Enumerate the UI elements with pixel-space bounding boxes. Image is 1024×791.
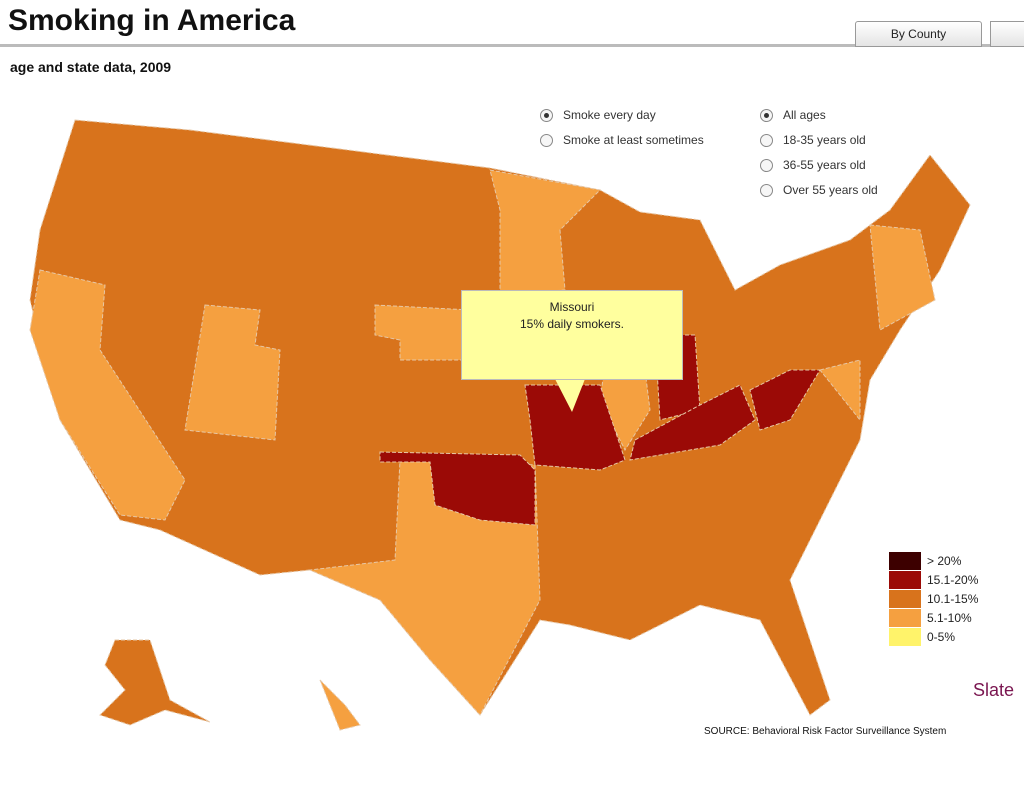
legend-swatch — [889, 590, 921, 608]
legend-swatch — [889, 571, 921, 589]
alaska — [99, 639, 211, 726]
tooltip: Missouri 15% daily smokers. — [461, 290, 683, 380]
legend-item: 5.1-10% — [889, 609, 972, 627]
radio-dot — [764, 112, 769, 118]
state-light — [29, 269, 186, 521]
radio-circle[interactable] — [760, 133, 773, 147]
radio-option[interactable]: Smoke every day — [540, 108, 656, 122]
radio-option[interactable]: 18-35 years old — [760, 133, 866, 147]
radio-option[interactable]: 36-55 years old — [760, 158, 866, 172]
subtitle: age and state data, 2009 — [10, 59, 172, 75]
legend-item: > 20% — [889, 552, 961, 570]
legend-item: 0-5% — [889, 628, 955, 646]
state-dark — [629, 384, 756, 461]
radio-circle[interactable] — [760, 158, 773, 172]
legend-item: 10.1-15% — [889, 590, 978, 608]
title: Smoking in America — [8, 4, 296, 37]
brand: Slate — [973, 680, 1015, 700]
state-dark — [524, 384, 626, 471]
radio-label[interactable]: Over 55 years old — [783, 183, 878, 197]
state-dark — [749, 369, 821, 431]
divider — [0, 44, 1024, 47]
tab-button[interactable] — [990, 21, 1024, 47]
hawaii — [319, 679, 361, 731]
radio-circle[interactable] — [760, 183, 773, 197]
legend-label: > 20% — [927, 554, 962, 568]
radio-option[interactable]: All ages — [760, 108, 826, 122]
legend-swatch — [889, 609, 921, 627]
legend-item: 15.1-20% — [889, 571, 978, 589]
radio-option[interactable]: Over 55 years old — [760, 183, 878, 197]
by-county-button[interactable]: By County — [855, 21, 982, 47]
radio-option[interactable]: Smoke at least sometimes — [540, 133, 704, 147]
radio-circle[interactable] — [540, 108, 553, 122]
tooltip-text: 15% daily smokers. — [519, 317, 625, 331]
radio-label[interactable]: Smoke at least sometimes — [563, 133, 704, 147]
legend-swatch — [889, 628, 921, 646]
us-mainland — [29, 119, 971, 716]
legend-label: 5.1-10% — [927, 611, 972, 625]
state-light — [374, 304, 481, 361]
state-dark — [379, 451, 536, 526]
legend-label: 15.1-20% — [927, 573, 979, 587]
legend-label: 0-5% — [927, 630, 956, 644]
radio-label[interactable]: 18-35 years old — [783, 133, 866, 147]
radio-circle[interactable] — [760, 108, 773, 122]
radio-label[interactable]: Smoke every day — [563, 108, 656, 122]
legend-swatch — [889, 552, 921, 570]
radio-circle[interactable] — [540, 133, 553, 147]
tooltip-state: Missouri — [549, 300, 595, 314]
state-light — [869, 224, 936, 331]
state-light — [184, 304, 281, 441]
radio-dot — [544, 112, 549, 118]
source: SOURCE: Behavioral Risk Factor Surveilla… — [704, 726, 947, 737]
tooltip-pointer — [555, 379, 585, 412]
state-light — [819, 359, 861, 422]
radio-label[interactable]: All ages — [783, 108, 826, 122]
legend-label: 10.1-15% — [927, 592, 979, 606]
radio-label[interactable]: 36-55 years old — [783, 158, 866, 172]
